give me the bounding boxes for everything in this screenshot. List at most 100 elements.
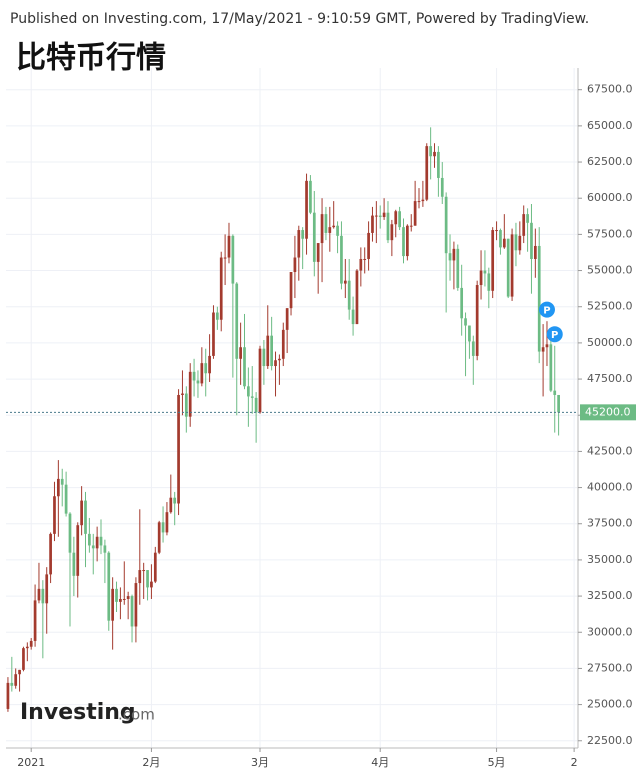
candle-body — [278, 358, 281, 361]
candle-body — [518, 235, 522, 251]
y-tick-label: 32500.0 — [587, 589, 633, 602]
y-tick-label: 65000.0 — [587, 119, 633, 132]
candle-body — [208, 355, 211, 374]
candle-body — [173, 497, 177, 504]
candle-body — [146, 570, 149, 588]
candle-body — [440, 177, 444, 197]
candle-body — [526, 214, 529, 223]
candle-body — [312, 212, 316, 262]
candle-body — [309, 180, 312, 213]
candle-body — [406, 225, 409, 257]
candle-body — [448, 253, 452, 261]
candle-body — [340, 235, 343, 284]
candle-body — [266, 335, 270, 367]
candle-body — [514, 234, 518, 251]
candle-body — [18, 669, 21, 675]
event-marker-label: P — [543, 306, 550, 317]
candle-body — [91, 545, 95, 549]
candle-body — [196, 380, 200, 384]
y-tick-label: 47500.0 — [587, 372, 633, 385]
candle-body — [347, 280, 351, 310]
candle-body — [541, 347, 545, 352]
published-note: Published on Investing.com, 17/May/2021 … — [10, 11, 589, 27]
y-tick-label: 42500.0 — [587, 444, 633, 457]
candle-body — [413, 201, 417, 226]
candle-body — [537, 245, 541, 352]
plot — [6, 127, 578, 712]
candle-body — [557, 394, 560, 413]
candle-body — [25, 646, 29, 649]
candle-body — [157, 522, 161, 553]
y-tick-label: 27500.0 — [587, 661, 633, 674]
candle-body — [270, 335, 273, 367]
candle-body — [487, 273, 491, 291]
candle-body — [425, 146, 429, 200]
candle-body — [320, 214, 324, 244]
candle-body — [506, 238, 510, 297]
candle-body — [45, 574, 49, 604]
candle-body — [165, 512, 169, 533]
candle-body — [192, 371, 196, 381]
candle-body — [305, 180, 308, 239]
candle-body — [130, 596, 134, 627]
x-tick-label: 2月 — [142, 756, 160, 769]
candle-body — [464, 318, 467, 326]
candle-body — [471, 341, 475, 356]
candle-body — [111, 588, 115, 621]
candle-body — [188, 371, 192, 417]
candle-body — [80, 500, 83, 526]
candle-body — [374, 215, 378, 217]
candle-body — [429, 146, 432, 157]
candle-body — [417, 201, 421, 203]
candle-body — [181, 393, 184, 395]
candle-body — [386, 212, 390, 241]
candle-body — [409, 225, 413, 227]
candle-body — [184, 393, 188, 417]
candle-body — [297, 230, 301, 258]
candle-body — [153, 552, 157, 582]
candle-body — [134, 583, 138, 627]
candle-body — [107, 552, 111, 621]
candle-body — [491, 230, 495, 291]
last-price-box — [580, 404, 636, 421]
candle-body — [363, 258, 367, 260]
candle-body — [150, 581, 153, 588]
candle-body — [289, 272, 293, 309]
candle-body — [355, 270, 359, 325]
candle-body — [37, 588, 41, 601]
y-tick-label: 37500.0 — [587, 517, 633, 530]
candle-body — [510, 234, 514, 297]
candle-body — [119, 598, 122, 602]
candle-body — [533, 245, 537, 259]
last-price-label: 45200.0 — [585, 405, 631, 418]
candle-body — [475, 285, 479, 356]
candle-body — [258, 348, 262, 413]
candle-body — [49, 533, 52, 575]
candle-body — [88, 533, 91, 546]
candle-body — [545, 344, 549, 348]
candle-body — [332, 225, 336, 228]
candle-body — [60, 478, 64, 485]
y-tick-label: 50000.0 — [587, 336, 633, 349]
candle-body — [281, 329, 285, 359]
candle-body — [41, 588, 45, 604]
grid — [6, 68, 578, 748]
watermark-brand: Investing — [20, 700, 136, 725]
candle-body — [382, 212, 386, 218]
y-tick-label: 60000.0 — [587, 191, 633, 204]
candle-body — [367, 232, 370, 259]
candle-body — [239, 347, 242, 359]
candle-body — [231, 235, 235, 284]
candle-body — [223, 257, 227, 259]
candle-body — [126, 596, 130, 599]
candle-body — [56, 478, 60, 497]
y-tick-label: 57500.0 — [587, 227, 633, 240]
candle-body — [499, 230, 502, 248]
candle-body — [103, 545, 107, 553]
candle-body — [254, 397, 258, 413]
candle-body — [351, 309, 355, 325]
candle-body — [421, 199, 425, 202]
candle-body — [456, 248, 460, 288]
candle-body — [398, 211, 401, 228]
